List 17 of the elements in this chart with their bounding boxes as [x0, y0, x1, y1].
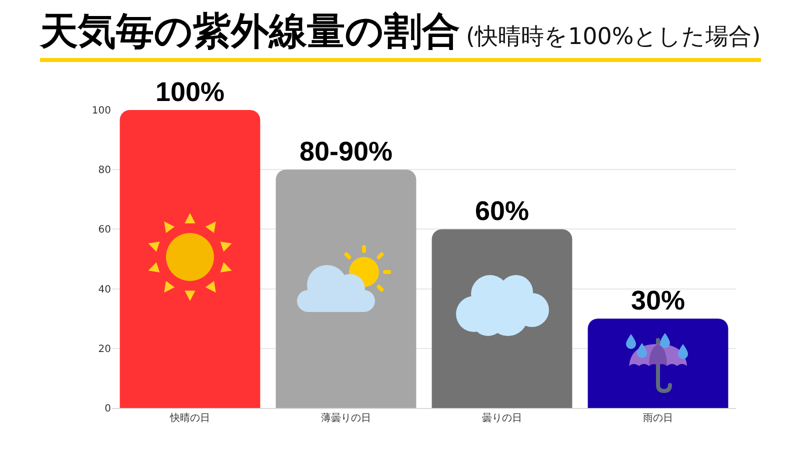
x-tick-label: 雨の日 — [643, 413, 673, 424]
y-tick-label: 0 — [104, 404, 111, 414]
bar — [120, 110, 260, 408]
chart-title: 天気毎の紫外線量の割合 — [40, 8, 460, 55]
y-tick-label: 60 — [98, 224, 111, 236]
y-tick-label: 80 — [98, 165, 111, 176]
data-label: 100% — [155, 77, 225, 107]
x-tick-label: 快晴の日 — [169, 412, 210, 424]
x-tick-label: 曇りの日 — [482, 412, 522, 424]
data-label: 60% — [474, 196, 530, 226]
data-label: 30% — [630, 286, 686, 316]
y-tick-label: 20 — [98, 344, 111, 355]
y-tick-label: 100 — [92, 106, 111, 116]
x-tick-label: 薄曇りの日 — [321, 412, 371, 424]
data-label: 80-90% — [299, 136, 393, 167]
y-tick-label: 40 — [98, 284, 111, 296]
chart-subtitle: (快晴時を100%とした場合) — [466, 23, 761, 52]
